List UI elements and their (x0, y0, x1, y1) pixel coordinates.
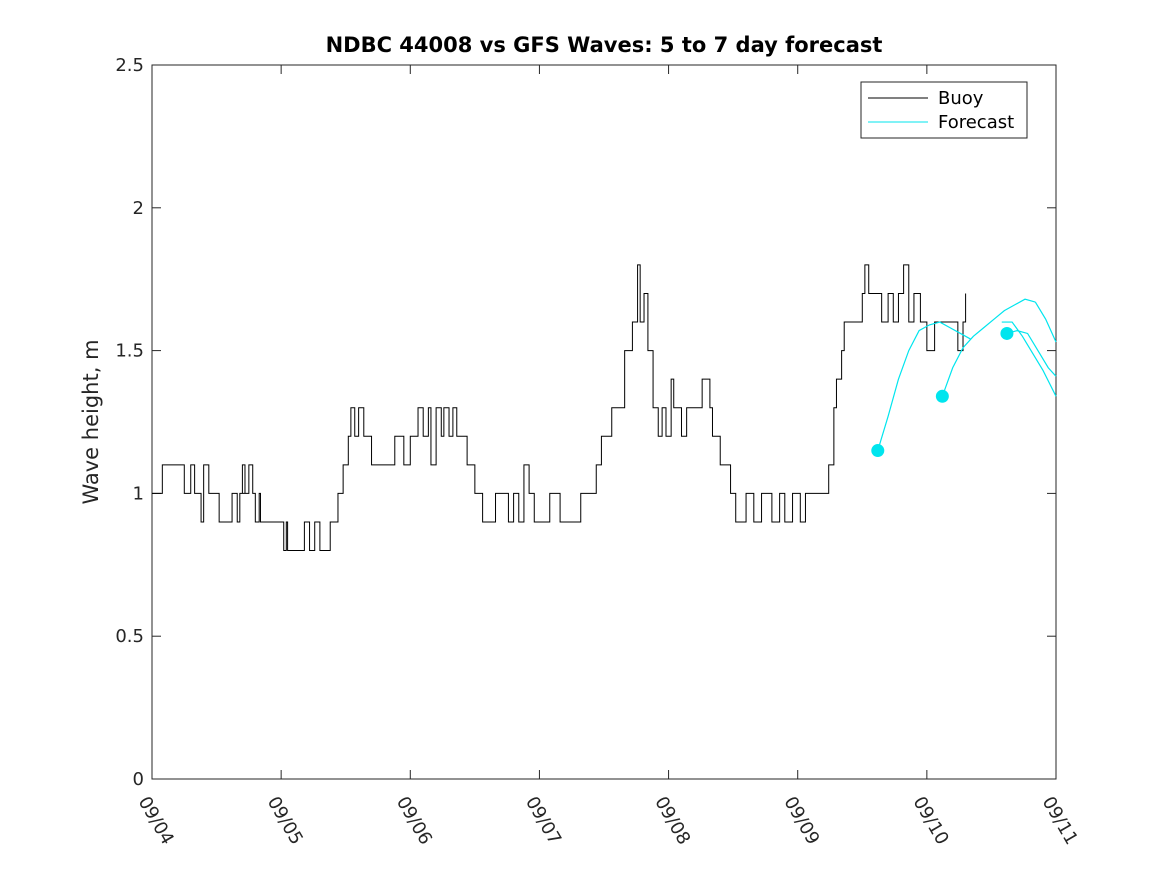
forecast-start-marker (1000, 326, 1014, 340)
series-line-forecast (1001, 321, 1057, 397)
legend: Buoy Forecast (860, 81, 1028, 139)
series-line-forecast (1006, 329, 1057, 377)
legend-box (860, 81, 1028, 139)
y-tick-label: 1.5 (115, 341, 144, 362)
chart-title: NDBC 44008 vs GFS Waves: 5 to 7 day fore… (326, 33, 883, 57)
series-line-buoy (152, 264, 967, 552)
series-line-forecast (941, 298, 1036, 397)
series-line-forecast (877, 321, 972, 451)
y-tick-label: 0 (133, 769, 144, 790)
forecast-start-marker (935, 389, 949, 403)
legend-label-buoy: Buoy (938, 88, 984, 109)
y-tick-label: 2 (133, 198, 144, 219)
plot-area (151, 64, 1057, 780)
legend-label-forecast: Forecast (938, 112, 1014, 133)
y-tick-label: 2.5 (115, 55, 144, 76)
series-layer (152, 264, 1057, 552)
y-axis-label: Wave height, m (79, 339, 103, 504)
series-line-forecast (1034, 301, 1057, 343)
y-axis: 0 0.5 1 1.5 2 2.5 (115, 55, 1056, 790)
forecast-start-marker (871, 444, 885, 458)
y-tick-label: 1 (133, 483, 144, 504)
y-tick-label: 0.5 (115, 626, 144, 647)
